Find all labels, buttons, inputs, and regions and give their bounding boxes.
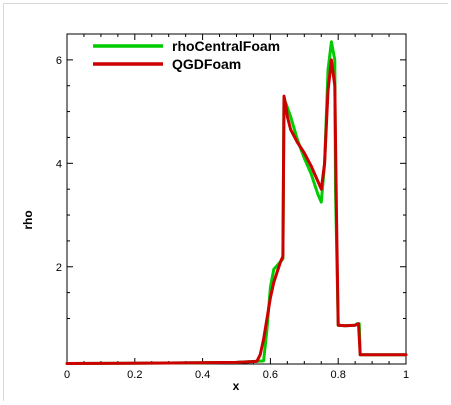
plot-area-frame: [66, 33, 407, 365]
series-lines: [65, 40, 408, 365]
series-line-rhoCentralFoam: [65, 40, 408, 365]
figure-frame-top: [3, 3, 448, 4]
x-tick-label: 0: [64, 369, 70, 381]
x-tick-label: 0.4: [195, 369, 210, 381]
figure-frame-left: [3, 3, 4, 401]
x-tick-label: 0.2: [127, 369, 142, 381]
legend-label-QGDFoam: QGDFoam: [172, 56, 241, 72]
y-axis-title: rho: [21, 210, 35, 229]
y-tick-label: 6: [56, 55, 62, 67]
legend-label-rhoCentralFoam: rhoCentralFoam: [172, 38, 280, 54]
x-axis-title: x: [233, 379, 240, 393]
x-tick-label: 0.8: [331, 369, 346, 381]
y-tick-label: 4: [56, 158, 62, 170]
x-tick-label: 1: [403, 369, 409, 381]
axis-ticks: 0 0.2 0.4 0.6 0.8 1 2 4 6: [56, 33, 409, 381]
legend: rhoCentralFoam QGDFoam: [93, 38, 280, 72]
x-tick-label: 0.6: [263, 369, 278, 381]
y-tick-label: 2: [56, 262, 62, 274]
series-line-QGDFoam: [65, 58, 408, 365]
